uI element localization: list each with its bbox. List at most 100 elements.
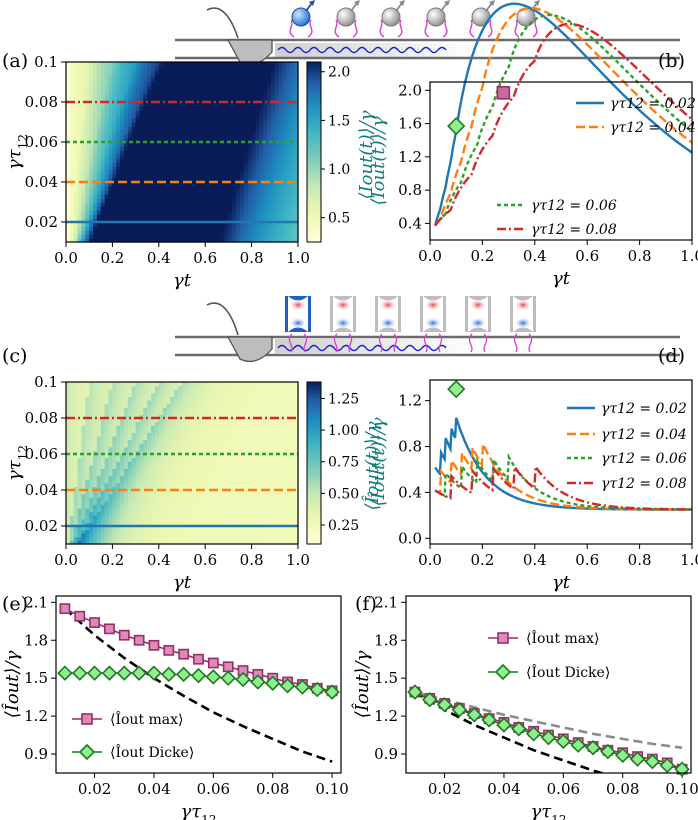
heatmap-cell (93, 396, 98, 401)
heatmap-cell (81, 182, 86, 187)
heatmap-cell (104, 472, 110, 477)
heatmap-cell (89, 118, 94, 123)
heatmap-cell (154, 446, 160, 451)
heatmap-cell (267, 194, 272, 199)
heatmap-cell (154, 454, 160, 459)
heatmap-cell (185, 74, 191, 79)
heatmap-cell (81, 226, 86, 231)
heatmap-cell (224, 206, 229, 211)
heatmap-cell (112, 114, 117, 119)
heatmap-cell (135, 106, 141, 111)
heatmap-cell (201, 86, 206, 91)
heatmap-cell (209, 418, 214, 423)
heatmap-cell (274, 214, 280, 219)
heatmap-cell (166, 457, 171, 462)
heatmap-cell (185, 142, 191, 147)
heatmap-cell (73, 536, 79, 541)
heatmap-cell (197, 446, 202, 451)
heatmap-cell (212, 454, 218, 459)
heatmap-cell (100, 439, 106, 444)
heatmap-cell (66, 428, 71, 433)
heatmap-cell (69, 154, 75, 159)
heatmap-cell (243, 174, 249, 179)
heatmap-cell (255, 110, 260, 115)
heatmap-cell (255, 226, 260, 231)
heatmap-cell (158, 122, 164, 127)
colorbar-tick-label: 1.5 (328, 113, 350, 129)
heatmap-cell (220, 432, 226, 437)
heatmap-cell (154, 110, 160, 115)
heatmap-cell (294, 106, 299, 111)
heatmap-cell (89, 218, 94, 223)
heatmap-cell (162, 392, 168, 397)
heatmap-cell (247, 86, 253, 91)
heatmap-cell (127, 511, 133, 516)
heatmap-cell (282, 118, 287, 123)
heatmap-cell (154, 389, 160, 394)
heatmap-cell (135, 150, 141, 155)
heatmap-cell (178, 202, 183, 207)
heatmap-cell (120, 198, 125, 203)
heatmap-cell (174, 515, 179, 520)
heatmap-cell (120, 529, 125, 534)
heatmap-cell (73, 392, 79, 397)
heatmap-cell (100, 162, 106, 167)
heatmap-cell (158, 222, 164, 227)
heatmap-cell (77, 457, 83, 462)
heatmap-cell (143, 414, 148, 419)
colorbar-tick-label: 2.0 (328, 65, 350, 81)
heatmap-cell (170, 186, 175, 191)
heatmap-cell (263, 110, 268, 115)
heatmap-cell (216, 482, 222, 487)
heatmap-cell (209, 403, 214, 408)
heatmap-cell (124, 82, 129, 87)
heatmap-cell (240, 218, 245, 223)
heatmap-cell (96, 479, 102, 484)
heatmap-cell (93, 493, 98, 498)
heatmap-cell (236, 106, 241, 111)
heatmap-cell (112, 166, 117, 171)
heatmap-cell (216, 443, 222, 448)
colorbar-swatch (307, 197, 321, 201)
heatmap-cell (197, 511, 202, 516)
heatmap-cell (143, 74, 148, 79)
heatmap-cell (259, 114, 264, 119)
heatmap-cell (259, 82, 264, 87)
heatmap-cell (139, 150, 144, 155)
heatmap-cell (73, 461, 79, 466)
heatmap-cell (154, 421, 160, 426)
heatmap-cell (286, 106, 291, 111)
heatmap-cell (89, 222, 94, 227)
heatmap-cell (112, 102, 117, 107)
heatmap-cell (267, 214, 272, 219)
heatmap-cell (170, 392, 175, 397)
heatmap-cell (124, 436, 129, 441)
heatmap-cell (270, 170, 276, 175)
heatmap-cell (170, 166, 175, 171)
heatmap-cell (124, 522, 129, 527)
heatmap-cell (100, 529, 106, 534)
heatmap-cell (174, 428, 179, 433)
heatmap-cell (212, 446, 218, 451)
heatmap-cell (282, 166, 287, 171)
heatmap-cell (197, 230, 202, 235)
heatmap-cell (201, 436, 206, 441)
heatmap-cell (124, 174, 129, 179)
heatmap-cell (243, 436, 249, 441)
heatmap-cell (89, 493, 94, 498)
heatmap-cell (147, 421, 152, 426)
heatmap-cell (290, 162, 295, 167)
heatmap-cell (220, 102, 226, 107)
heatmap-cell (212, 475, 218, 480)
heatmap-cell (127, 500, 133, 505)
heatmap-cell (205, 194, 210, 199)
heatmap-cell (170, 198, 175, 203)
y-tick-label: 2.0 (398, 81, 422, 99)
heatmap-cell (154, 230, 160, 235)
heatmap-cell (240, 410, 245, 415)
heatmap-cell (182, 114, 187, 119)
heatmap-cell (131, 464, 137, 469)
heatmap-cell (178, 130, 183, 135)
heatmap-cell (93, 475, 98, 480)
heatmap-cell (135, 126, 141, 131)
